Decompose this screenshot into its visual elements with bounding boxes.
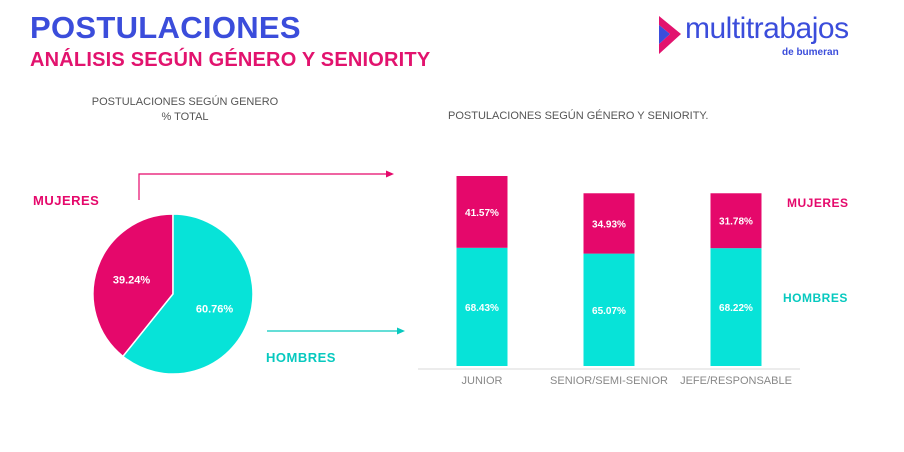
brand-logo: multitrabajos de bumeran <box>655 12 895 62</box>
page-subtitle: ANÁLISIS SEGÚN GÉNERO Y SENIORITY <box>30 49 431 71</box>
bar-segment-mujeres <box>710 193 762 249</box>
x-tick-label: JUNIOR <box>461 375 503 387</box>
pie-data-label: 60.76% <box>196 304 234 316</box>
bar-data-label: 65.07% <box>592 306 626 317</box>
pie-chart-title: POSTULACIONES SEGÚN GENERO % TOTAL <box>60 95 310 125</box>
x-tick-label: SENIOR/SEMI-SENIOR <box>550 375 668 387</box>
pie-legend-mujeres: MUJERES <box>33 193 100 208</box>
chevron-right-icon <box>659 16 681 54</box>
hombres-connector-arrow <box>267 327 405 335</box>
bar-segment-mujeres <box>583 193 635 254</box>
bar-data-label: 68.22% <box>719 303 753 314</box>
x-tick-label: JEFE/RESPONSABLE <box>680 375 792 387</box>
pie-title-line2: % TOTAL <box>161 111 209 123</box>
bar-legend-hombres: HOMBRES <box>783 291 848 305</box>
bar-data-label: 34.93% <box>592 219 626 230</box>
pie-slice-mujeres <box>92 213 174 358</box>
bar-legend-mujeres: MUJERES <box>787 196 849 210</box>
bar-data-label: 31.78% <box>719 217 753 228</box>
page-title: POSTULACIONES <box>30 10 301 45</box>
pie-legend-hombres: HOMBRES <box>266 350 336 365</box>
bar-segment-hombres <box>710 248 762 366</box>
mujeres-connector-arrow <box>138 170 394 200</box>
bar-segment-mujeres <box>456 176 508 248</box>
logo-wordmark: multitrabajos <box>685 12 849 45</box>
bar-segment-hombres <box>456 247 508 366</box>
bar-chart-title: POSTULACIONES SEGÚN GÉNERO Y SENIORITY. <box>448 110 709 122</box>
pie-chart: 39.24% 60.76% <box>92 213 254 375</box>
bar-data-label: 68.43% <box>465 303 499 314</box>
bar-data-label: 41.57% <box>465 208 499 219</box>
bar-segment-hombres <box>583 253 635 366</box>
logo-tagline: de bumeran <box>782 47 839 58</box>
pie-title-line1: POSTULACIONES SEGÚN GENERO <box>91 96 279 108</box>
pie-slice-hombres <box>121 213 254 375</box>
stacked-bar-chart: 68.43% 41.57% 65.07% 34.93% 68.22% 31.78% <box>456 176 762 366</box>
pie-data-label: 39.24% <box>113 274 151 286</box>
